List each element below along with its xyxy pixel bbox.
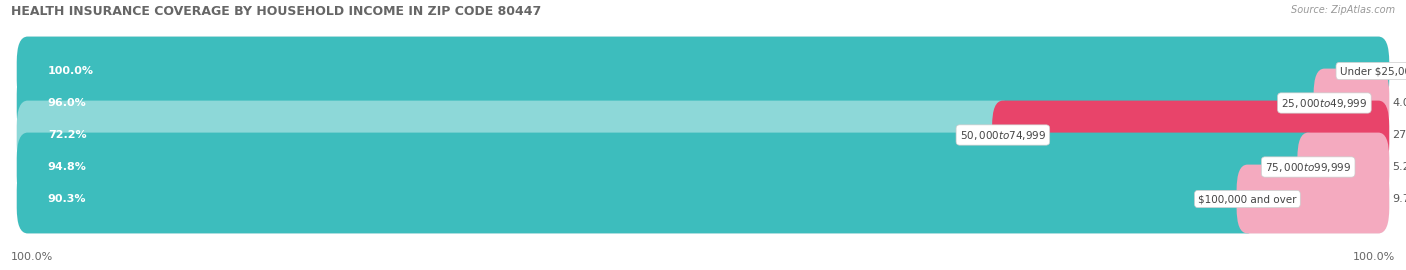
FancyBboxPatch shape: [17, 133, 1319, 201]
Text: 96.0%: 96.0%: [48, 98, 87, 108]
Text: 27.8%: 27.8%: [1392, 130, 1406, 140]
FancyBboxPatch shape: [1313, 69, 1389, 137]
FancyBboxPatch shape: [17, 37, 1389, 105]
FancyBboxPatch shape: [17, 69, 1389, 137]
Text: 90.3%: 90.3%: [48, 194, 86, 204]
FancyBboxPatch shape: [17, 69, 1336, 137]
FancyBboxPatch shape: [17, 165, 1389, 233]
FancyBboxPatch shape: [17, 133, 1389, 201]
Text: HEALTH INSURANCE COVERAGE BY HOUSEHOLD INCOME IN ZIP CODE 80447: HEALTH INSURANCE COVERAGE BY HOUSEHOLD I…: [11, 5, 541, 18]
Text: 4.0%: 4.0%: [1392, 98, 1406, 108]
FancyBboxPatch shape: [17, 165, 1258, 233]
Text: $100,000 and over: $100,000 and over: [1198, 194, 1296, 204]
Text: 100.0%: 100.0%: [1353, 252, 1395, 262]
Text: $75,000 to $99,999: $75,000 to $99,999: [1265, 160, 1351, 174]
Text: $50,000 to $74,999: $50,000 to $74,999: [960, 129, 1046, 141]
FancyBboxPatch shape: [17, 101, 1389, 169]
Text: 72.2%: 72.2%: [48, 130, 86, 140]
FancyBboxPatch shape: [17, 101, 1014, 169]
Text: 5.2%: 5.2%: [1392, 162, 1406, 172]
Text: 100.0%: 100.0%: [48, 66, 94, 76]
FancyBboxPatch shape: [993, 101, 1389, 169]
Text: Source: ZipAtlas.com: Source: ZipAtlas.com: [1291, 5, 1395, 15]
Text: 9.7%: 9.7%: [1392, 194, 1406, 204]
Text: 94.8%: 94.8%: [48, 162, 87, 172]
FancyBboxPatch shape: [1237, 165, 1389, 233]
Text: $25,000 to $49,999: $25,000 to $49,999: [1281, 96, 1368, 110]
FancyBboxPatch shape: [1298, 133, 1389, 201]
FancyBboxPatch shape: [17, 37, 1389, 105]
Text: 100.0%: 100.0%: [11, 252, 53, 262]
Text: Under $25,000: Under $25,000: [1340, 66, 1406, 76]
